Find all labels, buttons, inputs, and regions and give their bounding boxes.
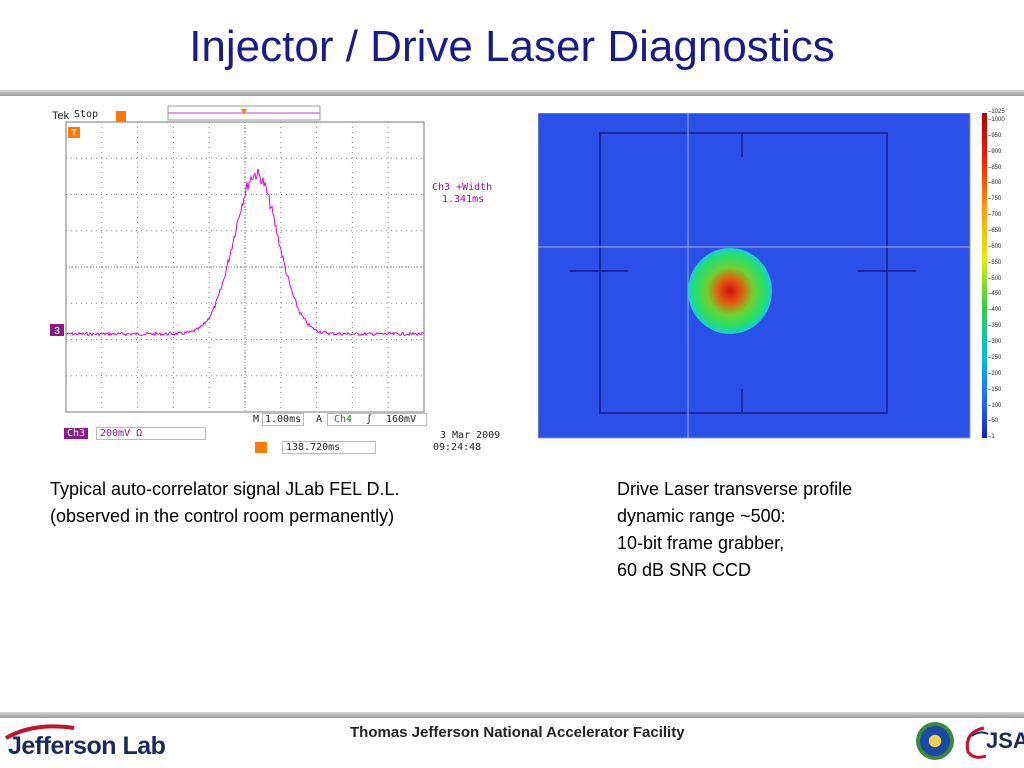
colorbar-tick: –450 (988, 291, 1002, 298)
colorbar (982, 113, 987, 438)
colorbar-tick: –100 (988, 402, 1002, 409)
top-divider (0, 90, 1024, 96)
scope-brand: Tek (52, 110, 70, 122)
oscilloscope-display: T 3 (50, 105, 425, 453)
timebase-value: 1.00ms (262, 413, 305, 426)
bottom-divider (0, 712, 1024, 718)
colorbar-tick: –1000 (988, 116, 1005, 123)
volts-per-div: 200mV Ω (96, 427, 206, 440)
trigger-marker-label: T (71, 128, 77, 138)
trigger-point-marker (241, 109, 247, 114)
trigger-level: 160mV (386, 414, 417, 425)
colorbar-tick: –750 (988, 196, 1002, 203)
footer: Jefferson Lab Thomas Jefferson National … (0, 718, 1024, 768)
facility-name: Thomas Jefferson National Accelerator Fa… (350, 724, 685, 741)
profile-caption-line-1: Drive Laser transverse profile (617, 479, 853, 499)
colorbar-tick: –250 (988, 354, 1002, 361)
jsa-logo-icon (965, 726, 989, 759)
beam-profile-svg (537, 112, 987, 439)
volts-value: 200mV (100, 428, 131, 439)
doe-seal-icon (916, 722, 954, 760)
colorbar-tick: –500 (988, 275, 1002, 282)
measurement-value: 1.341ms (442, 194, 485, 205)
channel-marker-label: 3 (54, 326, 60, 337)
alignment-box (599, 132, 888, 414)
trigger-status-icon (116, 111, 126, 122)
impedance-symbol: Ω (136, 428, 143, 439)
colorbar-tick: –800 (988, 180, 1002, 187)
scope-caption-line-1: Typical auto-correlator signal JLab FEL … (50, 479, 400, 499)
scope-caption-line-2: (observed in the control room permanentl… (50, 506, 395, 526)
trigger-channel: Ch4 (327, 413, 427, 426)
scope-caption: Typical auto-correlator signal JLab FEL … (50, 476, 400, 530)
capture-time: 09:24:48 (433, 442, 482, 453)
colorbar-tick: –650 (988, 228, 1002, 235)
signal-trace (65, 168, 425, 337)
scope-graticule (66, 122, 424, 412)
colorbar-tick: –50 (988, 418, 999, 425)
colorbar-tick: –1025 (988, 109, 1005, 115)
trigger-level-marker (68, 127, 80, 138)
profile-caption-line-3: 10-bit frame grabber, (617, 533, 785, 553)
acquisition-state: Stop (74, 109, 99, 120)
profile-caption-line-2: dynamic range ~500: (617, 506, 786, 526)
trigger-mode: A (316, 414, 323, 425)
colorbar-tick: –150 (988, 386, 1002, 393)
colorbar-tick: –300 (988, 339, 1002, 346)
colorbar-tick: –350 (988, 323, 1002, 330)
colorbar-tick: –950 (988, 132, 1002, 139)
trigger-position: 138.720ms (282, 441, 376, 454)
measurement-name: Ch3 +Width (432, 182, 493, 193)
channel-3-marker (50, 324, 64, 336)
trigger-slope-icon: ʃ (366, 414, 373, 425)
oscilloscope-screenshot: T 3 Tek Stop Ch3 +Width 1.341ms Ch3 200m… (48, 104, 518, 456)
colorbar-tick: –550 (988, 259, 1002, 266)
channel-label: Ch3 (64, 428, 89, 439)
colorbar-tick: –900 (988, 148, 1002, 155)
laser-spot (688, 248, 772, 334)
profile-caption: Drive Laser transverse profile dynamic r… (617, 476, 852, 584)
profile-caption-line-4: 60 dB SNR CCD (617, 560, 752, 580)
jefferson-lab-swoosh-icon (5, 724, 75, 740)
colorbar-tick: –700 (988, 212, 1002, 219)
jefferson-lab-logo: Jefferson Lab (8, 732, 166, 760)
colorbar-tick: –850 (988, 164, 1002, 171)
trigger-position-icon (255, 442, 267, 453)
jsa-logo-text: JSA (986, 728, 1024, 753)
timebase-label: M (253, 414, 260, 425)
colorbar-tick: –400 (988, 307, 1002, 314)
colorbar-tick: –200 (988, 370, 1002, 377)
colorbar-tick: –1 (988, 434, 995, 440)
beam-profile-image: –1025 –1000 –950 –900 –850 –800 –750 –700 –650 –6… (537, 109, 1022, 446)
slide-title: Injector / Drive Laser Diagnostics (189, 22, 835, 71)
colorbar-tick: –600 (988, 243, 1002, 250)
capture-date: 3 Mar 2009 (440, 430, 501, 441)
